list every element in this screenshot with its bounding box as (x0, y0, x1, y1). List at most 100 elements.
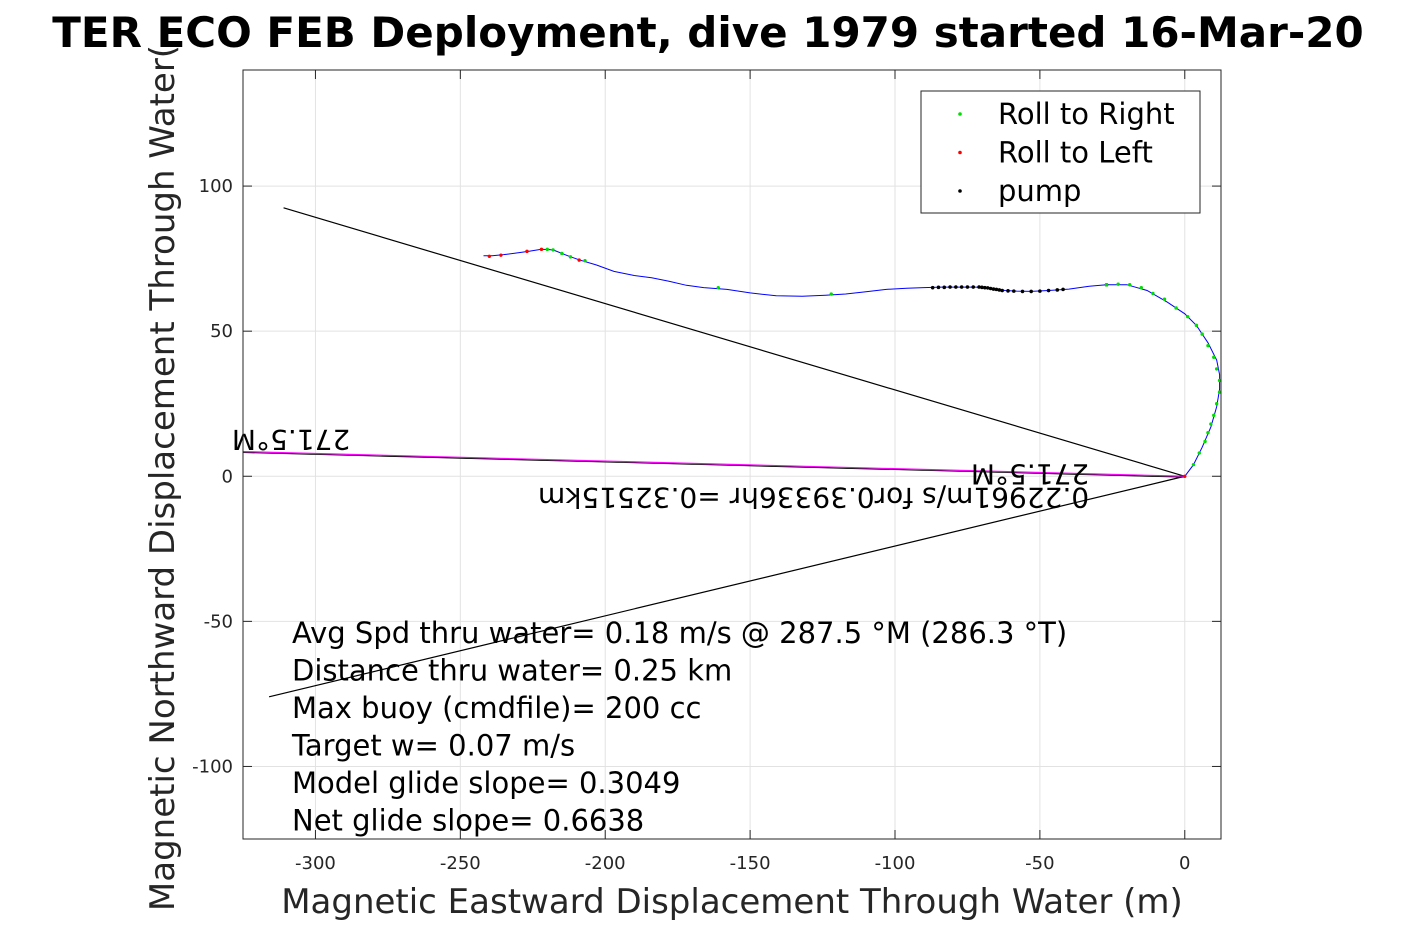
tick-labels: -300 -250 -200 -150 -100 -50 0 -100 -50 0 50 100 (192, 176, 1190, 874)
roll-right-point (1214, 367, 1219, 371)
roll-left-point (539, 247, 544, 252)
roll-right-point (583, 258, 587, 263)
pump-point (980, 285, 984, 290)
roll-left-point (1183, 474, 1187, 478)
wedge-line (283, 207, 1185, 477)
pump-point (994, 287, 999, 292)
y-tick-label: 0 (222, 466, 233, 487)
roll-right-point (1209, 422, 1213, 426)
roll-right-point (1139, 285, 1144, 290)
roll-right-point (1185, 314, 1190, 319)
roll-right-point (829, 292, 833, 296)
legend: Roll to Right Roll to Left pump (920, 90, 1201, 214)
roll-right-point (1128, 283, 1132, 287)
x-tick-label: -100 (875, 853, 916, 874)
roll-left-point (525, 249, 529, 254)
x-tick-label: -200 (585, 853, 626, 874)
x-tick-label: -50 (1025, 853, 1054, 874)
heading-annotation: 271.5°M (971, 458, 1089, 491)
roll-left-point (487, 254, 492, 259)
heading-line (242, 450, 1185, 477)
pump-point (985, 286, 990, 290)
y-tick-label: -100 (192, 756, 233, 777)
roll-right-point (1217, 390, 1222, 394)
roll-right-point (1206, 343, 1210, 348)
heading-line-shadow (242, 452, 1185, 478)
roll-right-point (1174, 306, 1178, 310)
pump-point (1012, 289, 1016, 293)
pump-point (1029, 289, 1033, 294)
stats-block: Avg Spd thru water= 0.18 m/s @ 287.5 °M … (291, 616, 1067, 838)
x-tick-label: -150 (730, 853, 771, 874)
stats-line: Avg Spd thru water= 0.18 m/s @ 287.5 °M … (292, 616, 1067, 650)
roll-right-point (1104, 283, 1109, 287)
x-tick-label: -300 (295, 853, 336, 874)
pump-point (1000, 288, 1005, 293)
pump-point (1055, 288, 1060, 292)
stats-line: Max buoy (cmdfile)= 200 cc (292, 691, 701, 725)
roll-right-point (1212, 355, 1216, 359)
pump-point (936, 285, 941, 290)
wedge-line (268, 475, 1185, 698)
pump-point (1061, 287, 1065, 292)
pump-point (1046, 288, 1051, 293)
roll-right-point (1214, 402, 1219, 406)
roll-right-point (716, 285, 720, 290)
pump-point (954, 285, 958, 289)
roll-right-point (1116, 282, 1120, 286)
roll-right-point (1162, 297, 1167, 301)
x-tick-label: -250 (440, 853, 481, 874)
roll-left-point (577, 258, 581, 262)
legend-label: Roll to Right (998, 97, 1175, 131)
pump-point (988, 286, 993, 291)
roll-right-point (560, 251, 564, 256)
pump-point (959, 285, 964, 289)
plot-frame (242, 69, 1222, 840)
roll-right-point (1151, 291, 1155, 296)
pump-point (983, 285, 987, 290)
y-tick-label: 50 (210, 321, 233, 342)
pump-point (1006, 289, 1010, 293)
x-axis-label: Magnetic Eastward Displacement Through W… (281, 882, 1183, 922)
chart-lines (242, 207, 1185, 698)
legend-box (920, 90, 1201, 214)
chart-title: TER ECO FEB Deployment, dive 1979 starte… (52, 8, 1363, 57)
roll-right-point (551, 248, 555, 252)
roll-markers (487, 247, 1222, 478)
pump-point (997, 288, 1002, 292)
stats-line: Net glide slope= 0.6638 (292, 804, 644, 838)
pump-point (1020, 289, 1025, 294)
heading-annotations: 271.5°M0.22961m/s for0.39336hr =0.32515k… (232, 423, 1089, 514)
x-tick-label: 0 (1179, 853, 1190, 874)
pump-point (971, 285, 976, 289)
stats-line: Distance thru water= 0.25 km (292, 654, 732, 688)
roll-right-point (1217, 378, 1222, 383)
heading-annotation: 271.5°M (232, 423, 350, 456)
y-axis-label: Magnetic Northward Displacement Through … (143, 45, 183, 911)
heading-annotation: 0.22961m/s for0.39336hr =0.32515km (538, 481, 1089, 514)
roll-right-point (1200, 332, 1204, 336)
y-tick-label: 100 (199, 176, 233, 197)
roll-right-point (1212, 413, 1216, 418)
pump-point (942, 285, 947, 290)
legend-marker (958, 150, 962, 155)
legend-marker (958, 112, 962, 116)
roll-right-point (1194, 323, 1199, 328)
roll-right-point (545, 247, 549, 252)
stats-line: Model glide slope= 0.3049 (292, 766, 680, 800)
roll-right-point (1197, 451, 1201, 455)
pump-point (948, 285, 952, 289)
pump-point (930, 285, 935, 290)
pump-point (977, 285, 981, 289)
roll-right-point (1191, 462, 1196, 467)
pump-point (991, 287, 996, 291)
legend-marker (958, 189, 962, 193)
axes (242, 69, 1222, 840)
legend-label: pump (998, 174, 1081, 208)
pump-point (965, 285, 970, 289)
legend-label: Roll to Left (998, 136, 1153, 170)
y-tick-label: -50 (204, 611, 233, 632)
roll-right-point (1203, 439, 1207, 444)
stats-line: Target w= 0.07 m/s (291, 729, 575, 763)
